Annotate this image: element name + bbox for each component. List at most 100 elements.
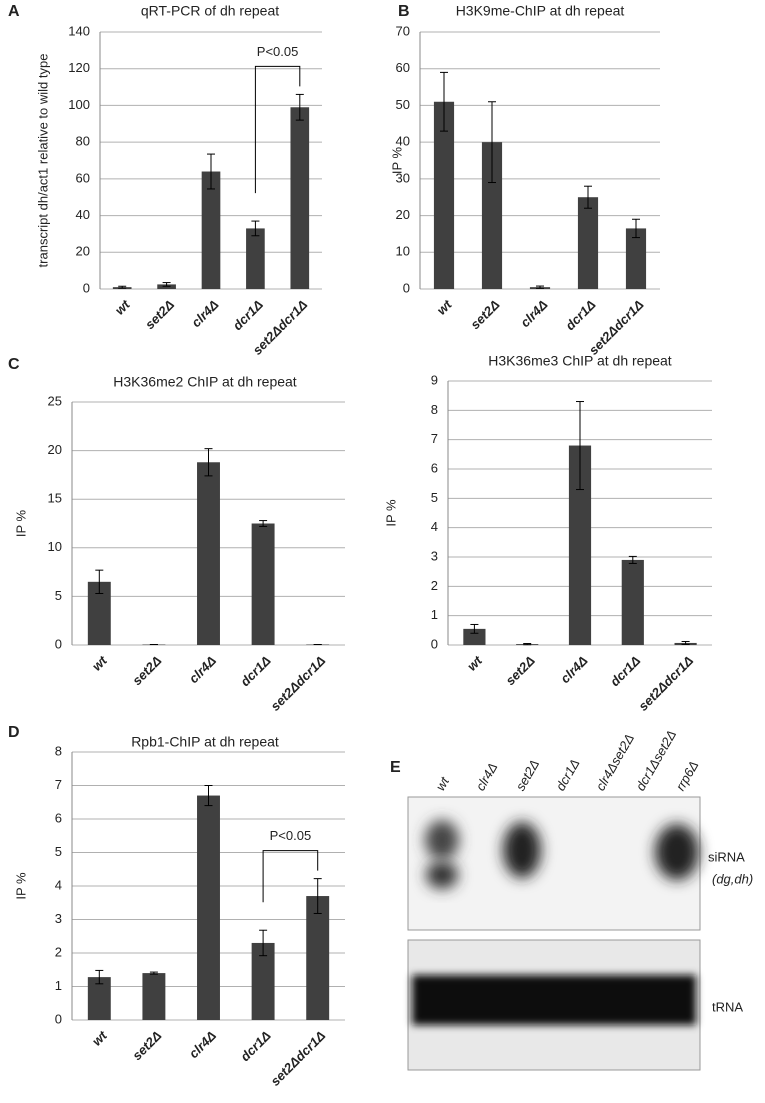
lane-label: clr4Δ [473,760,501,793]
x-tick-label: set2Δdcr1Δ [635,653,696,714]
bar [142,973,165,1020]
y-tick-label: 7 [431,431,438,446]
y-tick-label: 4 [431,519,438,534]
lane-label: wt [433,773,453,793]
y-tick-label: 60 [396,60,410,75]
x-tick-label: clr4Δ [188,297,221,330]
blot-label: (dg,dh) [712,871,753,886]
y-tick-label: 1 [55,978,62,993]
blot-band [412,975,696,1025]
panel-letter: C [8,356,20,373]
lane-label: dcr1Δset2Δ [633,727,680,793]
y-tick-label: 2 [55,944,62,959]
y-tick-label: 5 [55,588,62,603]
x-tick-label: set2Δ [129,1028,164,1063]
x-tick-label: set2Δ [129,653,164,688]
y-axis-label: IP % [13,872,28,900]
x-tick-label: set2Δdcr1Δ [267,653,328,714]
panel-letter: B [398,3,410,20]
y-tick-label: 20 [76,244,90,259]
y-tick-label: 15 [48,491,62,506]
x-tick-label: wt [112,296,133,317]
chart: H3K36me3 ChIP at dh repeat IP % 0 1 2 3 4 5 6 7 8 9… [383,353,712,714]
bar [197,796,220,1020]
lane-label: dcr1Δ [553,756,583,793]
y-tick-label: 4 [55,877,62,892]
annotation: P<0.05 [257,44,299,59]
x-tick-label: wt [464,652,485,673]
bar [578,197,598,289]
y-tick-label: 5 [431,490,438,505]
blot-upper [408,797,700,930]
lane-label: rrp6Δ [673,758,702,793]
x-tick-label: dcr1Δ [562,297,598,333]
y-tick-label: 0 [55,636,62,651]
y-tick-label: 40 [76,207,90,222]
y-tick-label: 50 [396,97,410,112]
y-tick-label: 5 [55,844,62,859]
y-axis-label: transcript dh/act1 relative to wild type [35,54,50,268]
y-tick-label: 60 [76,170,90,185]
y-tick-label: 0 [431,636,438,651]
y-tick-label: 10 [48,539,62,554]
y-tick-label: 8 [431,402,438,417]
x-tick-label: clr4Δ [517,297,550,330]
y-tick-label: 25 [48,393,62,408]
annotation: P<0.05 [270,828,312,843]
x-tick-label: wt [89,1027,110,1048]
chart-title: H3K36me2 ChIP at dh repeat [113,374,297,390]
x-tick-label: dcr1Δ [230,297,266,333]
y-tick-label: 6 [55,810,62,825]
y-tick-label: 6 [431,460,438,475]
x-tick-label: set2Δdcr1Δ [267,1028,328,1089]
bar [246,228,265,289]
y-tick-label: 120 [68,60,90,75]
y-tick-label: 1 [431,607,438,622]
bar [306,896,329,1020]
y-tick-label: 0 [83,280,90,295]
y-tick-label: 3 [431,548,438,563]
y-tick-label: 0 [55,1011,62,1026]
x-tick-label: dcr1Δ [237,653,273,689]
bar [252,524,275,646]
y-tick-label: 140 [68,23,90,38]
bar [290,107,309,289]
y-tick-label: 3 [55,911,62,926]
y-tick-label: 0 [403,280,410,295]
x-tick-label: set2Δ [142,297,177,332]
x-tick-label: wt [434,296,455,317]
y-tick-label: 30 [396,170,410,185]
y-axis-label: IP % [383,499,398,527]
blot-band [425,820,459,860]
lane-label: set2Δ [513,757,543,793]
y-tick-label: 20 [48,442,62,457]
x-tick-label: clr4Δ [186,1028,219,1061]
x-tick-label: set2Δ [503,653,538,688]
chart-title: qRT-PCR of dh repeat [141,3,279,19]
chart-title: H3K9me-ChIP at dh repeat [456,3,625,19]
y-tick-label: 2 [431,578,438,593]
y-tick-label: 80 [76,134,90,149]
y-tick-label: 70 [396,23,410,38]
x-tick-label: dcr1Δ [237,1028,273,1064]
y-tick-label: 40 [396,134,410,149]
y-tick-label: 20 [396,207,410,222]
y-tick-label: 9 [431,372,438,387]
y-tick-label: 10 [396,244,410,259]
chart-title: H3K36me3 ChIP at dh repeat [488,353,672,369]
blot-band [655,824,699,880]
chart-title: Rpb1-ChIP at dh repeat [131,734,279,750]
panel-letter: A [8,3,20,20]
panel-letter: D [8,724,20,741]
x-tick-label: wt [89,652,110,673]
x-tick-label: clr4Δ [557,653,590,686]
blot-label: tRNA [712,999,743,1014]
x-tick-label: set2Δ [467,297,502,332]
blot-band [426,861,458,889]
